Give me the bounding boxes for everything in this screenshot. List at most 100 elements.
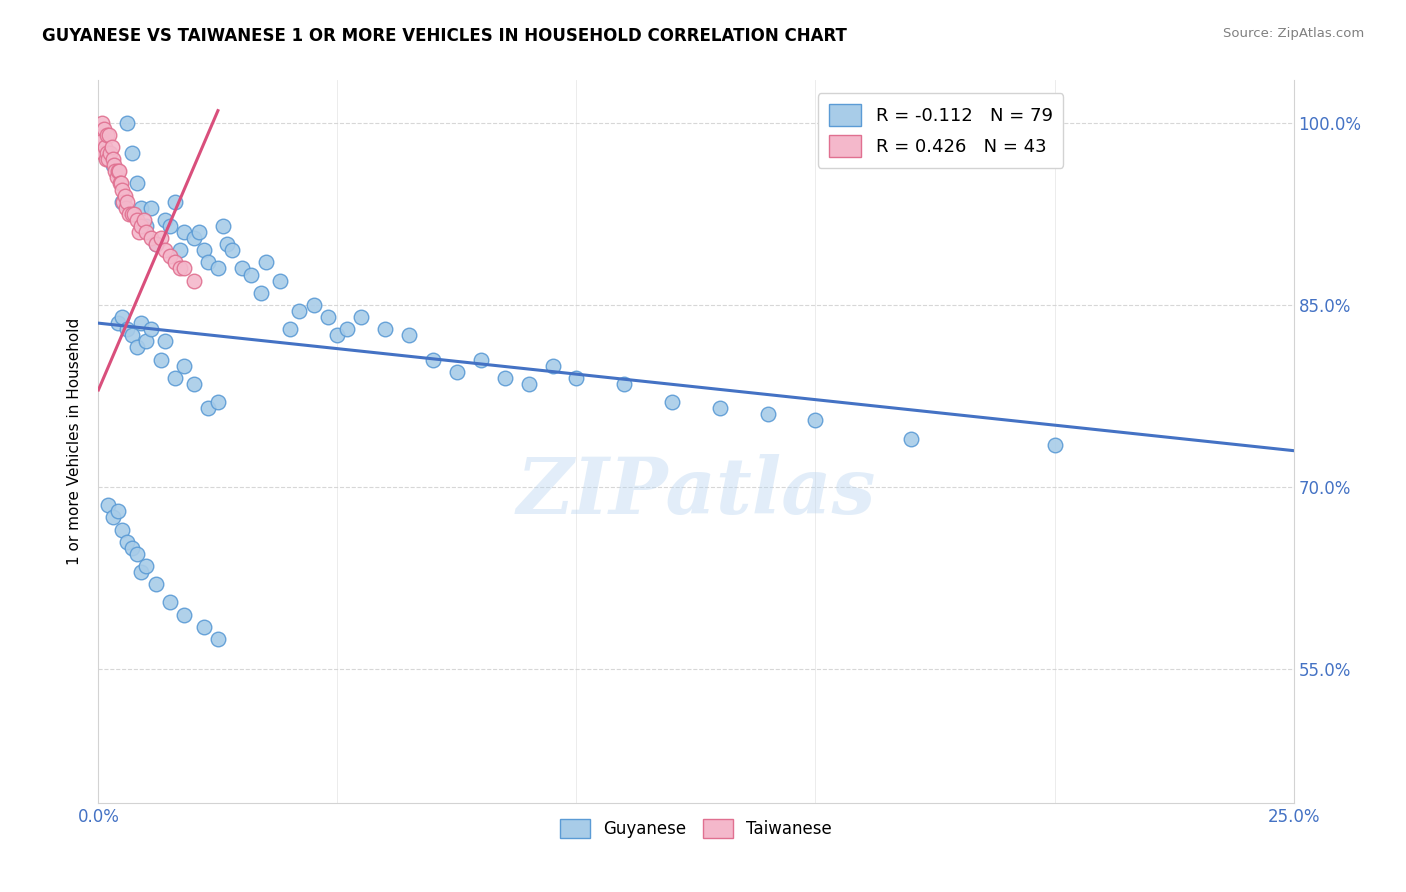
Text: Source: ZipAtlas.com: Source: ZipAtlas.com <box>1223 27 1364 40</box>
Legend: Guyanese, Taiwanese: Guyanese, Taiwanese <box>553 813 839 845</box>
Point <box>288 304 311 318</box>
Point <box>183 274 205 288</box>
Point <box>107 316 129 330</box>
Point <box>112 194 135 209</box>
Point <box>121 146 143 161</box>
Point <box>374 322 396 336</box>
Point <box>207 395 229 409</box>
Point <box>173 359 195 373</box>
Point <box>302 298 325 312</box>
Point <box>145 237 167 252</box>
Point <box>93 121 115 136</box>
Point <box>145 237 167 252</box>
Text: ZIPatlas: ZIPatlas <box>516 454 876 531</box>
Point <box>149 231 172 245</box>
Point <box>316 310 339 324</box>
Point <box>107 164 129 178</box>
Point <box>125 547 148 561</box>
Point <box>139 322 162 336</box>
Point <box>132 213 155 227</box>
Point <box>197 255 219 269</box>
Point <box>96 146 118 161</box>
Point <box>169 244 191 258</box>
Point <box>565 371 588 385</box>
Text: GUYANESE VS TAIWANESE 1 OR MORE VEHICLES IN HOUSEHOLD CORRELATION CHART: GUYANESE VS TAIWANESE 1 OR MORE VEHICLES… <box>42 27 846 45</box>
Point <box>398 328 420 343</box>
Point <box>197 401 219 416</box>
Point <box>326 328 349 343</box>
Point <box>470 352 492 367</box>
Point <box>900 432 922 446</box>
Point <box>183 376 205 391</box>
Point <box>121 541 143 555</box>
Point <box>108 177 131 191</box>
Point <box>105 170 128 185</box>
Point <box>221 244 243 258</box>
Point <box>135 225 157 239</box>
Point <box>804 413 827 427</box>
Point <box>91 134 114 148</box>
Point <box>269 274 291 288</box>
Point <box>110 177 132 191</box>
Point <box>139 201 162 215</box>
Point <box>278 322 301 336</box>
Point <box>422 352 444 367</box>
Point <box>124 207 146 221</box>
Point <box>121 207 143 221</box>
Point <box>121 328 143 343</box>
Point <box>96 128 118 142</box>
Point <box>98 146 122 161</box>
Point <box>240 268 263 282</box>
Point <box>163 371 186 385</box>
Point <box>169 261 191 276</box>
Point <box>107 504 129 518</box>
Point <box>187 225 209 239</box>
Point <box>104 164 127 178</box>
Point <box>111 523 134 537</box>
Point <box>254 255 277 269</box>
Point <box>115 322 138 336</box>
Point <box>211 219 233 233</box>
Point <box>93 140 115 154</box>
Point <box>159 249 181 263</box>
Point <box>125 213 148 227</box>
Point <box>250 285 273 300</box>
Point <box>231 261 253 276</box>
Point <box>101 152 124 166</box>
Point <box>446 365 468 379</box>
Point <box>661 395 683 409</box>
Point <box>128 225 150 239</box>
Point <box>125 340 148 354</box>
Point <box>350 310 373 324</box>
Point <box>207 261 229 276</box>
Point <box>115 534 138 549</box>
Point <box>101 510 124 524</box>
Point <box>90 116 112 130</box>
Point <box>131 565 153 579</box>
Point <box>173 225 195 239</box>
Point <box>131 316 153 330</box>
Point <box>155 244 177 258</box>
Point <box>135 334 157 349</box>
Point <box>118 207 141 221</box>
Point <box>111 310 134 324</box>
Point <box>91 146 114 161</box>
Point <box>97 152 120 166</box>
Point <box>115 116 138 130</box>
Point <box>114 188 136 202</box>
Point <box>108 164 131 178</box>
Point <box>125 177 148 191</box>
Point <box>613 376 636 391</box>
Point <box>115 201 138 215</box>
Point <box>145 577 167 591</box>
Point <box>139 231 162 245</box>
Point <box>217 237 239 252</box>
Point <box>193 244 215 258</box>
Point <box>756 407 779 421</box>
Point <box>131 219 153 233</box>
Point <box>111 183 134 197</box>
Point <box>149 352 172 367</box>
Point <box>103 158 125 172</box>
Point <box>159 595 181 609</box>
Point <box>155 213 177 227</box>
